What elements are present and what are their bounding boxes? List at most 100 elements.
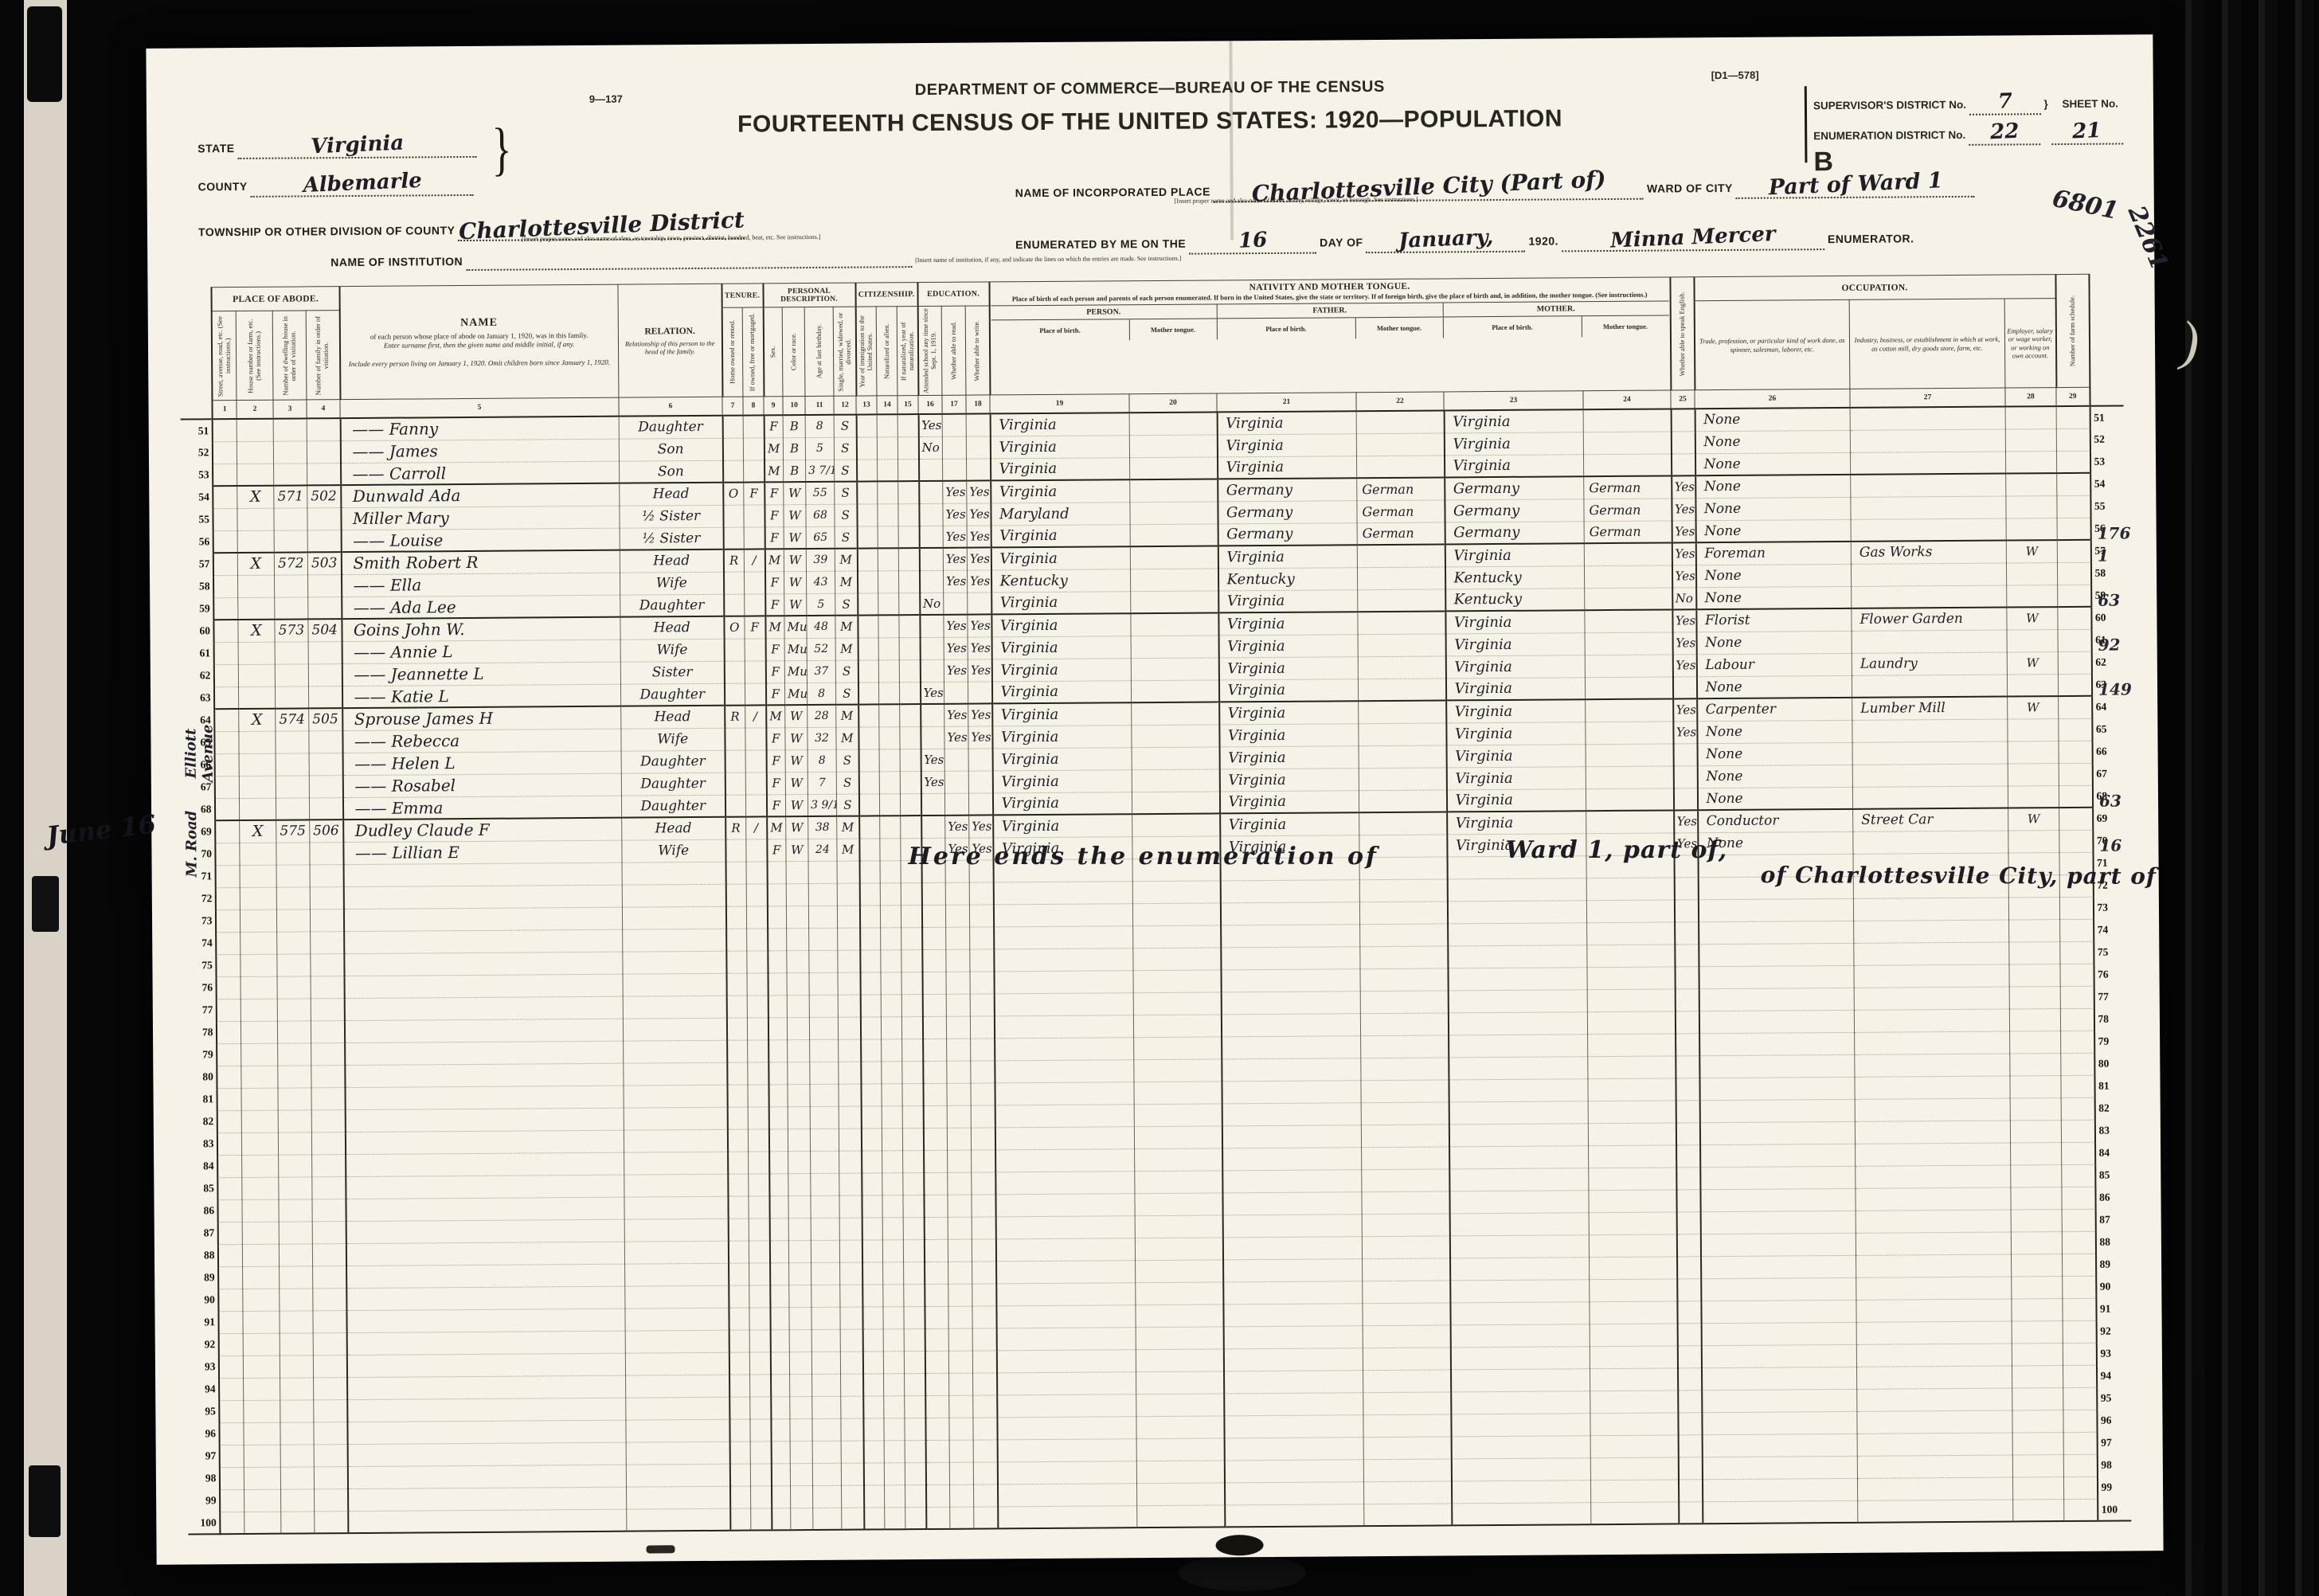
cell-c25: Yes xyxy=(1671,475,1695,499)
cell-s16 xyxy=(922,1015,947,1039)
cell-fm xyxy=(308,641,342,664)
cell-p21 xyxy=(1222,1258,1363,1282)
cell-c7 xyxy=(728,1240,749,1263)
cell-c25: Yes xyxy=(1672,721,1698,744)
cell-p20 xyxy=(1132,858,1221,882)
cell-s18: Yes xyxy=(968,703,992,726)
cell-c29 xyxy=(2059,740,2093,764)
cell-c28 xyxy=(2007,674,2059,697)
cell-rel xyxy=(626,1485,730,1509)
cell-h xyxy=(241,1087,279,1111)
cell-c25 xyxy=(1673,765,1698,788)
cell-ms xyxy=(840,1328,863,1352)
street-cell xyxy=(215,753,240,776)
nativity-subheads: PERSON. Place of birth. Mother tongue. FA… xyxy=(991,300,1669,342)
sheet-value: 21 xyxy=(2071,119,2102,144)
cell-cr xyxy=(787,1039,810,1062)
cell-s16 xyxy=(921,792,945,816)
cell-p20 xyxy=(1132,947,1222,971)
cell-c28 xyxy=(2012,1365,2063,1388)
cell-s18: Yes xyxy=(968,726,993,749)
column-number-16: 16 xyxy=(917,395,943,415)
person-group: PERSON. Place of birth. Mother tongue. xyxy=(991,305,1217,342)
cell-fm xyxy=(311,1109,346,1132)
cell-c14 xyxy=(878,570,899,593)
cell-h xyxy=(242,1288,280,1312)
cell-c15 xyxy=(902,1105,924,1129)
cell-p23 xyxy=(1450,1391,1590,1414)
cell-s18 xyxy=(970,971,995,994)
cell-s17 xyxy=(947,1127,972,1150)
street-cell xyxy=(218,1311,244,1334)
line-number-left: 92 xyxy=(187,1333,220,1356)
cell-c15 xyxy=(902,1128,924,1151)
line-number-left: 61 xyxy=(182,642,215,665)
cell-c26: Foreman xyxy=(1695,541,1852,565)
cell-p19 xyxy=(996,1327,1136,1351)
cell-c8 xyxy=(745,794,767,817)
cell-p20 xyxy=(1134,1170,1222,1194)
cell-s16: No xyxy=(919,592,944,616)
col10-header: Color or race. xyxy=(782,307,805,397)
cell-p21: Virginia xyxy=(1218,723,1359,747)
cell-s18 xyxy=(972,1238,996,1262)
cell-c27 xyxy=(1852,763,2008,787)
line-number-right: 74 xyxy=(2093,918,2127,941)
relation-title: RELATION. xyxy=(644,326,695,336)
cell-s18 xyxy=(969,859,994,882)
cell-ag xyxy=(811,1418,842,1441)
cell-p20 xyxy=(1131,724,1220,748)
cell-ag: 3 9/12 xyxy=(808,793,837,817)
cell-s17: Yes xyxy=(943,525,968,548)
cell-p21: Virginia xyxy=(1218,679,1359,702)
cell-rel: Daughter xyxy=(619,415,723,439)
cell-dw: 571 xyxy=(273,485,307,508)
cell-p21 xyxy=(1223,1414,1364,1438)
cell-c14 xyxy=(878,637,900,660)
street-cell xyxy=(219,1422,244,1445)
cell-c25 xyxy=(1676,1211,1701,1234)
cell-fm: 506 xyxy=(309,820,343,843)
cell-p19: Virginia xyxy=(991,591,1131,615)
cell-c29 xyxy=(2056,495,2091,518)
cell-h xyxy=(242,1221,280,1245)
street-cell xyxy=(216,932,241,955)
column-number-6: 6 xyxy=(618,397,723,417)
cell-s16 xyxy=(918,480,943,504)
cell-p23: Virginia xyxy=(1444,454,1584,478)
cell-c8 xyxy=(745,660,766,683)
street-cell xyxy=(216,909,241,933)
mother-title: MOTHER. xyxy=(1536,304,1575,314)
cell-p23: Virginia xyxy=(1445,655,1586,679)
cell-ms: S xyxy=(836,771,859,794)
cell-fm xyxy=(310,886,344,909)
cell-c25 xyxy=(1676,1122,1700,1145)
cell-c13 xyxy=(858,749,880,772)
cell-ag xyxy=(811,1217,840,1241)
cell-c8 xyxy=(744,526,765,550)
cell-p19 xyxy=(997,1461,1137,1485)
street-cell xyxy=(214,687,239,710)
cell-c7 xyxy=(725,794,746,817)
cell-sx: F xyxy=(766,749,786,773)
cell-c26 xyxy=(1701,1344,1857,1368)
column-number-24: 24 xyxy=(1582,389,1672,410)
census-sheet: 9—137 [D1—578] DEPARTMENT OF COMMERCE—BU… xyxy=(45,34,2173,1565)
cell-h xyxy=(243,1377,280,1401)
film-edge-strip xyxy=(24,0,67,1596)
cell-rel xyxy=(624,1151,728,1175)
cell-c7 xyxy=(725,839,747,862)
cell-name xyxy=(346,1219,625,1244)
institution-note: [Insert name of institution, if any, and… xyxy=(915,254,1182,264)
cell-c14 xyxy=(878,682,900,705)
cell-p21 xyxy=(1220,857,1360,881)
street-cell xyxy=(216,976,241,999)
cell-s18 xyxy=(972,1372,997,1395)
column-number-19: 19 xyxy=(989,393,1130,414)
cell-ms xyxy=(839,1128,862,1151)
cell-p22 xyxy=(1360,990,1449,1014)
cell-c25 xyxy=(1678,1479,1703,1502)
cell-ag xyxy=(810,1128,839,1152)
col26-header: Trade, profession, or particular kind of… xyxy=(1694,299,1850,390)
cell-c14 xyxy=(884,1440,905,1463)
